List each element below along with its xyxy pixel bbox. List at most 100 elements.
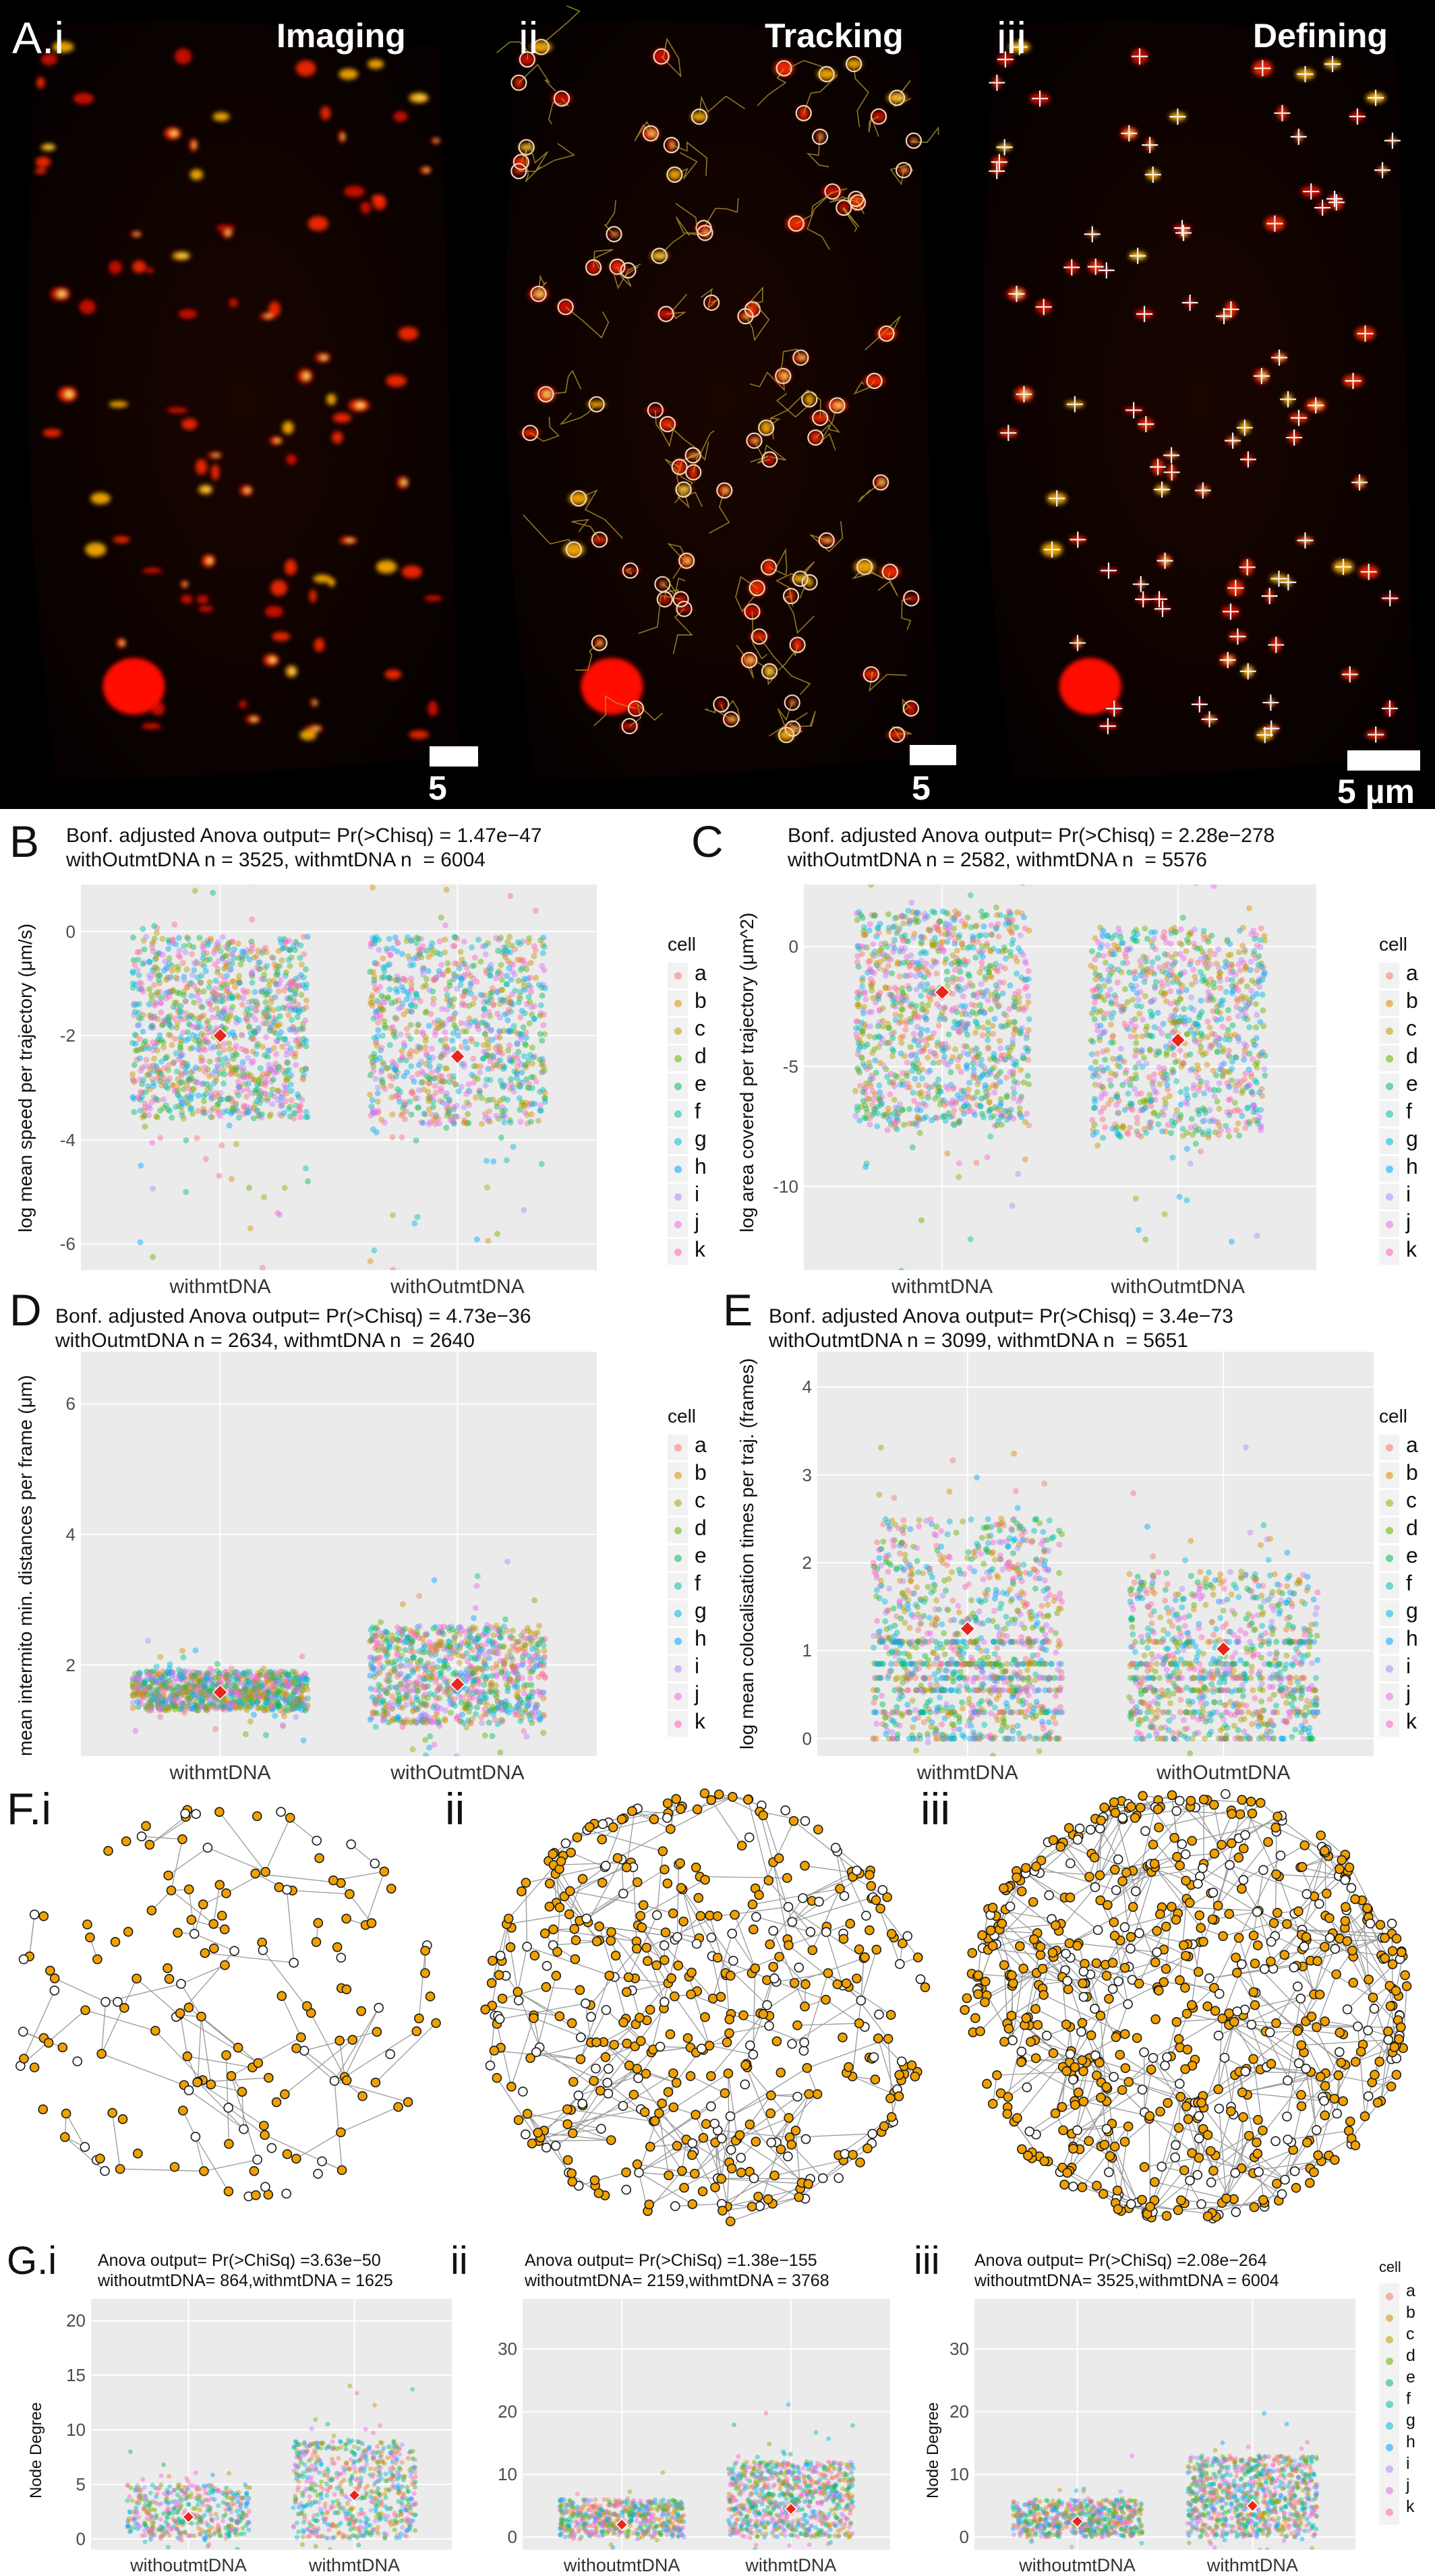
data-point: [922, 1102, 929, 1108]
data-point: [442, 1065, 448, 1071]
data-point: [367, 1091, 373, 1098]
data-point: [1107, 986, 1113, 992]
data-point: [1010, 1116, 1016, 1122]
data-point: [301, 1737, 307, 1743]
data-point: [146, 986, 152, 992]
data-point: [868, 885, 874, 888]
data-point: [518, 1036, 524, 1042]
data-point: [536, 982, 542, 988]
data-point: [1122, 1107, 1128, 1113]
legend-label: e: [695, 1071, 707, 1096]
data-point: [998, 1114, 1004, 1120]
data-point: [244, 1006, 250, 1012]
data-point: [457, 949, 463, 955]
data-point: [194, 1079, 200, 1085]
data-point: [1131, 1027, 1137, 1033]
data-point: [464, 964, 470, 970]
data-point: [1132, 976, 1138, 982]
data-point: [1212, 1016, 1218, 1022]
legend-label: d: [1406, 1044, 1418, 1069]
data-point: [1015, 1171, 1021, 1177]
data-point: [269, 954, 275, 960]
data-point: [187, 1094, 194, 1100]
data-point: [153, 1096, 159, 1102]
data-point: [1133, 1040, 1139, 1046]
data-point: [1210, 997, 1217, 1003]
data-point: [443, 986, 449, 992]
data-point: [1210, 885, 1217, 889]
data-point: [1100, 1116, 1106, 1122]
data-point: [1171, 1052, 1177, 1058]
legend-dot: [1386, 1000, 1393, 1007]
data-point: [377, 984, 383, 990]
data-point: [914, 909, 920, 916]
data-point: [247, 1225, 254, 1231]
data-point: [1128, 1106, 1134, 1112]
data-point: [856, 989, 862, 995]
bright-blob: [581, 658, 643, 715]
data-point: [206, 1073, 212, 1079]
data-point: [862, 1021, 868, 1027]
data-point: [508, 1076, 514, 1082]
mito-core: [266, 315, 272, 318]
data-point: [158, 1009, 164, 1015]
data-point: [1020, 885, 1026, 886]
micrograph-defining-canvas: [956, 0, 1435, 809]
data-point: [132, 1728, 138, 1734]
data-point: [147, 1106, 153, 1112]
data-point: [390, 1029, 397, 1036]
data-point: [1092, 1096, 1098, 1102]
data-point: [1100, 1135, 1106, 1141]
data-point: [860, 932, 867, 938]
data-point: [1103, 1091, 1109, 1097]
data-point: [201, 1098, 207, 1104]
data-point: [873, 960, 879, 966]
legend-label: e: [1406, 1071, 1418, 1096]
data-point: [1204, 965, 1210, 971]
data-point: [288, 1081, 294, 1087]
data-point: [522, 1062, 528, 1069]
data-point: [450, 1073, 457, 1079]
data-point: [918, 1026, 925, 1032]
data-point: [263, 1012, 269, 1018]
data-point: [443, 1036, 449, 1042]
data-point: [997, 1079, 1003, 1085]
data-point: [481, 1055, 487, 1061]
data-point: [239, 1059, 245, 1065]
data-point: [918, 951, 924, 957]
data-point: [274, 1210, 281, 1216]
data-point: [450, 1013, 457, 1019]
data-point: [944, 977, 950, 983]
legend-swatch: [668, 1101, 688, 1127]
data-point: [498, 1078, 504, 1084]
data-point: [393, 1073, 399, 1079]
data-point: [1115, 1130, 1121, 1136]
data-point: [962, 1103, 968, 1109]
data-point: [1144, 1097, 1150, 1103]
data-point: [1152, 929, 1158, 935]
data-point: [415, 947, 421, 953]
data-point: [1256, 984, 1262, 990]
data-point: [1023, 960, 1029, 966]
data-point: [275, 1087, 281, 1094]
data-point: [437, 938, 443, 945]
data-point: [885, 911, 891, 918]
data-point: [154, 990, 160, 996]
data-point: [910, 934, 916, 940]
data-point: [872, 949, 878, 955]
data-point: [140, 926, 146, 932]
data-point: [204, 1086, 210, 1092]
data-point: [459, 1044, 465, 1050]
data-point: [381, 974, 387, 980]
data-point: [911, 1098, 917, 1104]
data-point: [529, 1060, 535, 1067]
data-point: [1240, 925, 1246, 931]
data-point: [1254, 1079, 1260, 1085]
data-point: [444, 887, 450, 893]
data-point: [429, 1112, 435, 1118]
data-point: [908, 1016, 914, 1022]
data-point: [997, 980, 1003, 986]
data-point: [415, 1022, 421, 1028]
data-point: [390, 1267, 396, 1270]
data-point: [1171, 960, 1177, 966]
